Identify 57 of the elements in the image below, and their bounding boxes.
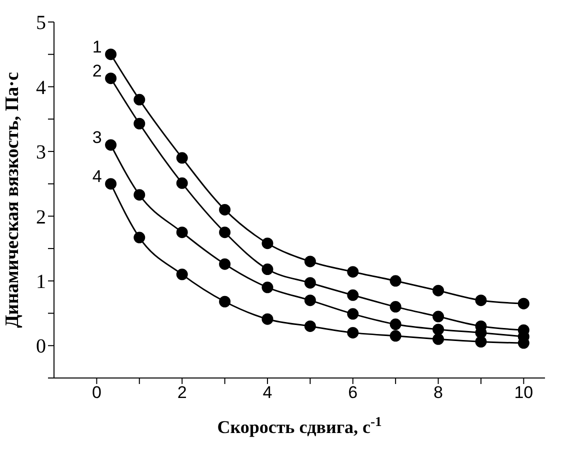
point (432, 324, 444, 336)
point (390, 318, 402, 330)
series-label: 4 (92, 166, 102, 186)
y-tick-label: 4 (36, 76, 46, 99)
series-label: 2 (92, 61, 102, 80)
point (390, 301, 402, 313)
point (262, 238, 274, 250)
point (304, 277, 316, 289)
point (134, 232, 146, 244)
y-tick-label: 5 (36, 12, 46, 34)
point (304, 320, 316, 332)
y-tick-label: 2 (36, 206, 46, 228)
point (262, 282, 274, 294)
point (134, 94, 146, 106)
point (219, 204, 231, 216)
x-tick-label: 8 (434, 383, 443, 402)
series-label: 3 (92, 128, 102, 147)
point (518, 298, 530, 310)
y-tick-label: 1 (36, 271, 46, 294)
point (105, 178, 117, 190)
y-axis-title: Динамическая вязкость, Па·с (2, 72, 23, 328)
x-tick-label: 4 (262, 383, 272, 402)
x-tick-label: 0 (92, 383, 102, 402)
y-tick-label: 0 (36, 336, 46, 358)
point (347, 266, 359, 278)
x-tick-label: 6 (348, 383, 358, 402)
point (475, 336, 487, 348)
point (347, 308, 359, 320)
x-tick-label: 10 (514, 383, 534, 402)
point (262, 313, 274, 325)
point (390, 275, 402, 287)
x-tick-label: 2 (177, 383, 187, 402)
point (432, 333, 444, 345)
point (432, 284, 444, 296)
point (134, 189, 146, 201)
point (176, 177, 188, 189)
x-axis-title: Скорость сдвига, с$^{-1}$ (217, 414, 382, 437)
point (105, 139, 117, 151)
point (176, 152, 188, 164)
point (262, 264, 274, 276)
series-label: 1 (92, 37, 102, 56)
y-tick-label: 3 (36, 142, 46, 164)
point (475, 294, 487, 306)
point (432, 310, 444, 322)
point (134, 118, 146, 130)
point (390, 330, 402, 342)
point (176, 226, 188, 238)
point (105, 48, 117, 60)
point (347, 289, 359, 301)
point (304, 256, 316, 268)
point (105, 72, 117, 84)
point (219, 226, 231, 238)
point (219, 296, 231, 308)
point (304, 294, 316, 306)
point (347, 326, 359, 338)
point (219, 258, 231, 270)
point (176, 268, 188, 280)
